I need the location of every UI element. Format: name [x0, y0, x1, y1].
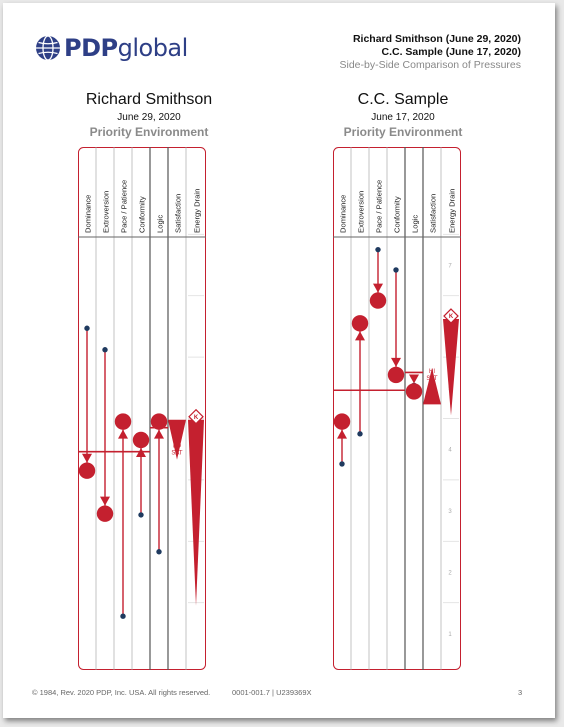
satisfaction-label-top: HI [429, 369, 435, 375]
satisfaction-label-bottom: SAT [171, 451, 183, 457]
globe-icon [36, 35, 60, 61]
trait-end-circle-pace-patience [114, 413, 132, 430]
energy-drain-wedge [443, 319, 459, 416]
trait-end-circle-dominance [333, 413, 351, 430]
trait-arrowhead-dominance [337, 429, 347, 439]
footer-copyright: © 1984, Rev. 2020 PDP, Inc. USA. All rig… [32, 688, 211, 697]
satisfaction-triangle [168, 419, 186, 460]
satisfaction-label-bottom: SAT [426, 376, 438, 382]
trait-arrowhead-extroversion [100, 496, 110, 506]
column-label-dominance: Dominance [339, 195, 348, 233]
trait-start-dot-pace-patience [375, 246, 381, 253]
column-label-conformity: Conformity [138, 196, 147, 233]
profile-1-section: Priority Environment [89, 125, 209, 139]
report-page: PDPglobal Richard Smithson (June 29, 202… [3, 3, 555, 718]
footer-page-number: 3 [518, 688, 523, 697]
trait-start-dot-logic [156, 549, 162, 555]
footer-code: 0001-001.7 | U239369X [232, 688, 312, 697]
trait-start-dot-pace-patience [120, 613, 126, 619]
graph-frame [333, 147, 461, 670]
trait-start-dot-extroversion [357, 431, 363, 437]
trait-start-dot-conformity [393, 267, 399, 273]
trait-end-circle-extroversion [96, 505, 114, 522]
column-label-logic: Logic [156, 215, 165, 233]
trait-arrowhead-conformity [136, 447, 146, 457]
column-label-extroversion: Extroversion [102, 191, 111, 233]
trait-arrowhead-pace-patience [373, 283, 383, 293]
energy-drain-diamond [188, 408, 204, 425]
column-label-energy-drain: Energy Drain [193, 189, 202, 233]
pressure-graph-cc-sample: Dominance Extroversion Pace / Patience Conf… [333, 147, 461, 670]
trait-end-circle-pace-patience [369, 292, 387, 309]
column-label-conformity: Conformity [393, 196, 402, 233]
scale-label: 3 [448, 509, 452, 515]
profile-1-date: June 29, 2020 [117, 112, 181, 123]
column-label-satisfaction: Satisfaction [429, 194, 438, 233]
trait-start-dot-extroversion [102, 347, 108, 353]
trait-end-circle-logic [150, 413, 168, 430]
header-person-1: Richard Smithson (June 29, 2020) [352, 33, 521, 45]
profile-1-name: Richard Smithson [85, 91, 213, 108]
trait-arrowhead-logic [154, 429, 164, 439]
trait-arrowhead-conformity [391, 357, 401, 367]
trait-end-circle-conformity [132, 431, 150, 449]
trait-end-circle-dominance [78, 462, 96, 479]
trait-arrowhead-pace-patience [118, 429, 128, 439]
scale-label: 4 [448, 448, 452, 454]
pressure-graph-richard-smithson: Dominance Extroversion Pace / Patience Conf… [78, 147, 206, 670]
satisfaction-label-top: LO [173, 444, 181, 450]
column-label-dominance: Dominance [84, 195, 93, 233]
header-subtitle: Side-by-Side Comparison of Pressures [339, 59, 522, 71]
column-label-logic: Logic [411, 215, 420, 233]
header-person-2: C.C. Sample (June 17, 2020) [381, 46, 521, 58]
profile-2-name: C.C. Sample [357, 91, 449, 108]
profile-2-section: Priority Environment [343, 125, 463, 139]
logo-text: PDPglobal [64, 34, 188, 62]
trait-start-dot-dominance [339, 461, 345, 467]
column-label-pace-patience: Pace / Patience [120, 180, 129, 233]
pdp-global-logo: PDPglobal [35, 33, 188, 63]
trait-arrowhead-extroversion [355, 331, 365, 341]
trait-start-dot-conformity [138, 512, 144, 518]
scale-label: 7 [448, 264, 452, 270]
column-label-energy-drain: Energy Drain [448, 189, 457, 233]
trait-end-circle-logic [405, 383, 423, 400]
satisfaction-triangle [423, 368, 441, 405]
energy-drain-wedge [188, 419, 204, 606]
energy-drain-diamond [443, 308, 459, 324]
trait-end-circle-conformity [387, 366, 405, 384]
profile-2-date: June 17, 2020 [371, 112, 435, 123]
column-label-extroversion: Extroversion [357, 191, 366, 233]
energy-drain-label: K [194, 415, 199, 421]
trait-arrowhead-logic [409, 374, 419, 384]
trait-start-dot-dominance [84, 325, 90, 331]
graph-frame [78, 147, 206, 670]
trait-arrowhead-dominance [82, 453, 92, 463]
column-label-satisfaction: Satisfaction [174, 194, 183, 233]
trait-end-circle-extroversion [351, 315, 369, 332]
energy-drain-label: K [449, 314, 454, 320]
scale-label: 2 [448, 571, 452, 577]
scale-label: 1 [448, 632, 452, 638]
column-label-pace-patience: Pace / Patience [375, 180, 384, 233]
